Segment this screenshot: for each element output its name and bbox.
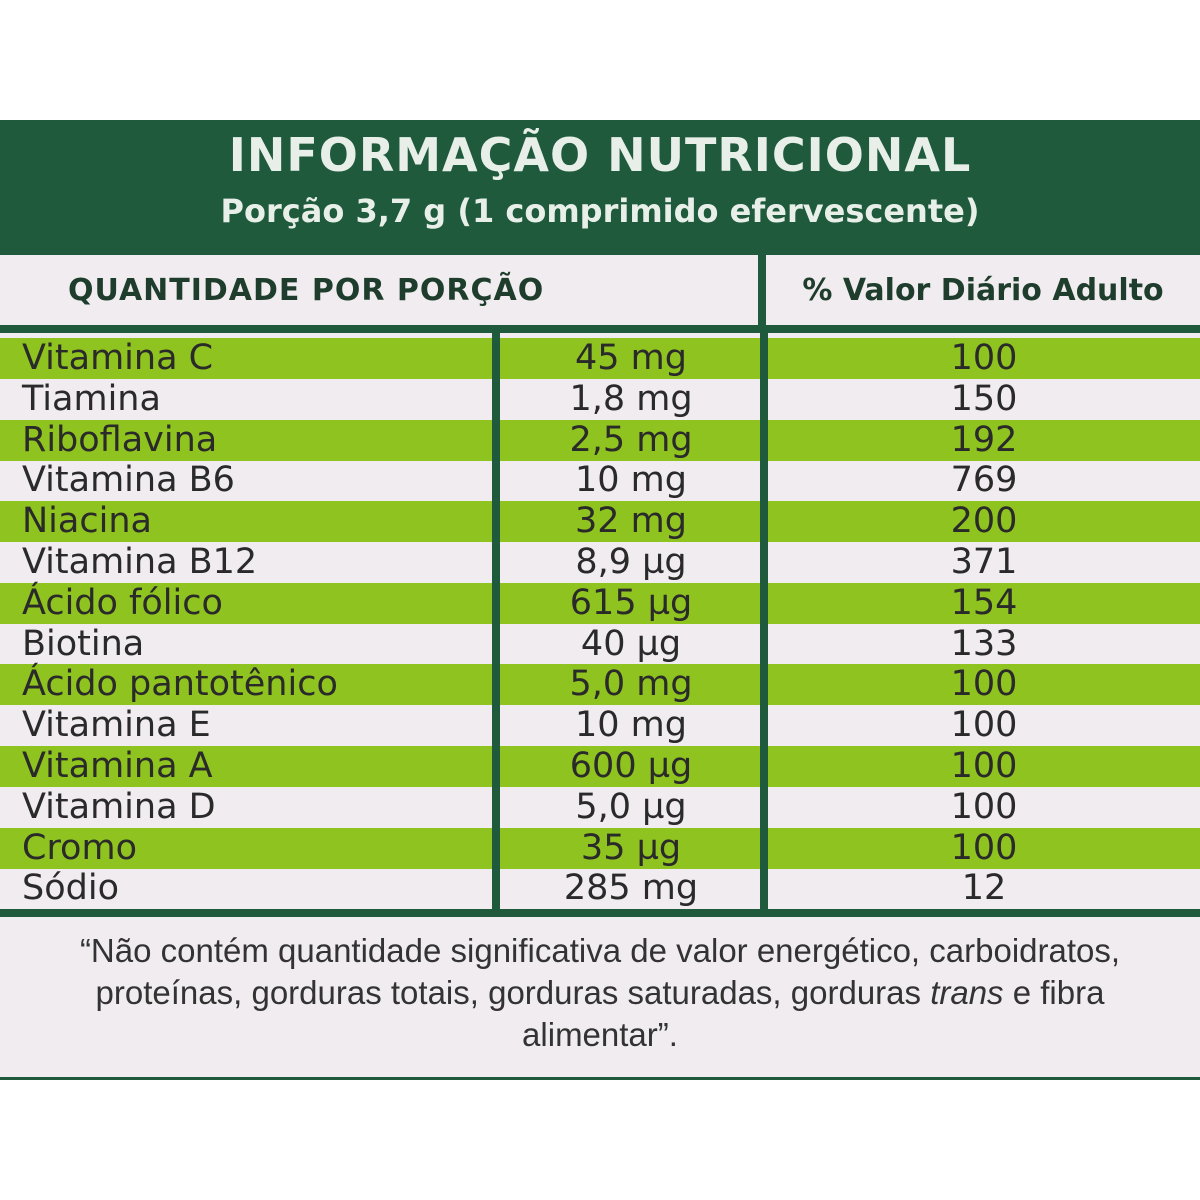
- row-highlight: [500, 664, 760, 706]
- nutrient-amount: 600 µg: [569, 746, 693, 786]
- table-row: Riboflavina 2,5 mg 192: [0, 419, 1200, 461]
- nutrient-daily-value: 12: [961, 868, 1007, 909]
- nutrient-daily-value: 100: [950, 786, 1018, 827]
- nutrient-daily-value: 769: [950, 460, 1018, 501]
- nutrient-daily-value: 192: [950, 419, 1018, 460]
- column-header-daily-value: % Valor Diário Adulto: [766, 255, 1200, 325]
- row-highlight: [500, 827, 760, 869]
- table-row: Vitamina C 45 mg 100: [0, 338, 1200, 379]
- nutrient-daily-value: 100: [950, 338, 1018, 378]
- page-title: INFORMAÇÃO NUTRICIONAL: [228, 128, 972, 182]
- row-highlight: [768, 827, 1200, 869]
- nutrient-daily-value: 100: [950, 705, 1018, 746]
- nutrient-amount: 285 mg: [563, 868, 699, 909]
- footnote-text: “Não contém quantidade significativa de …: [79, 932, 1121, 1011]
- footnote-box: [0, 917, 1200, 1077]
- column-header-quantity: QUANTIDADE POR PORÇÃO: [0, 255, 758, 325]
- nutrient-amount: 32 mg: [575, 501, 687, 542]
- nutrient-amount: 10 mg: [575, 460, 687, 501]
- row-highlight: [500, 419, 760, 461]
- table-row: Niacina 32 mg 200: [0, 501, 1200, 543]
- nutrient-daily-value: 133: [950, 623, 1018, 664]
- nutrient-name: Cromo: [22, 827, 137, 868]
- footnote: “Não contém quantidade significativa de …: [40, 930, 1160, 1056]
- row-highlight: [768, 338, 1200, 379]
- nutrient-daily-value: 100: [950, 746, 1018, 786]
- nutrient-daily-value: 154: [950, 582, 1018, 623]
- footnote-italic: trans: [930, 974, 1004, 1011]
- row-highlight: [768, 419, 1200, 461]
- row-highlight: [768, 664, 1200, 706]
- nutrient-amount: 40 µg: [580, 623, 682, 664]
- nutrient-amount: 5,0 µg: [575, 786, 687, 827]
- nutrient-name: Sódio: [22, 868, 119, 909]
- row-highlight: [500, 746, 760, 787]
- table-row: Ácido fólico 615 µg 154: [0, 582, 1200, 624]
- row-highlight: [0, 338, 492, 379]
- row-highlight: [0, 827, 492, 869]
- nutrient-name: Riboflavina: [22, 419, 218, 460]
- table-row: Tiamina 1,8 mg 150: [0, 379, 1200, 420]
- table-row: Vitamina A 600 µg 100: [0, 746, 1200, 787]
- nutrient-amount: 10 mg: [575, 705, 687, 746]
- nutrient-amount: 5,0 mg: [569, 664, 693, 705]
- nutrient-daily-value: 100: [950, 664, 1018, 705]
- nutrient-amount: 8,9 µg: [575, 542, 687, 582]
- table-row: Vitamina B6 10 mg 769: [0, 460, 1200, 501]
- nutrient-name: Biotina: [22, 623, 145, 664]
- table-row: Vitamina D 5,0 µg 100: [0, 787, 1200, 828]
- footnote-end: e fibra alimentar”.: [522, 974, 1105, 1053]
- table-row: Sódio 285 mg 12: [0, 868, 1200, 909]
- nutrient-name: Vitamina A: [22, 746, 213, 786]
- nutrient-name: Ácido fólico: [22, 582, 223, 623]
- nutrient-daily-value: 100: [950, 827, 1018, 868]
- nutrient-name: Vitamina B12: [22, 542, 258, 582]
- table-row: Vitamina E 10 mg 100: [0, 705, 1200, 746]
- header-divider: [0, 325, 1200, 333]
- row-highlight: [0, 664, 492, 706]
- nutrient-daily-value: 150: [950, 378, 1018, 419]
- serving-size: Porção 3,7 g (1 comprimido efervescente): [220, 192, 980, 230]
- table-row: Biotina 40 µg 133: [0, 624, 1200, 665]
- nutrient-daily-value: 371: [950, 542, 1018, 582]
- nutrient-name: Vitamina C: [22, 338, 214, 378]
- row-highlight: [768, 501, 1200, 543]
- nutrient-name: Vitamina D: [22, 786, 216, 827]
- row-highlight: [500, 501, 760, 543]
- table-row: Cromo 35 µg 100: [0, 827, 1200, 869]
- column-divider-2: [760, 333, 768, 913]
- nutrient-name: Ácido pantotênico: [22, 664, 338, 705]
- row-highlight: [0, 419, 492, 461]
- row-highlight: [0, 582, 492, 624]
- nutrient-name: Vitamina B6: [22, 460, 235, 501]
- row-highlight: [500, 582, 760, 624]
- nutrient-daily-value: 200: [950, 501, 1018, 542]
- table-row: Vitamina B12 8,9 µg 371: [0, 542, 1200, 583]
- nutrient-name: Niacina: [22, 501, 152, 542]
- row-highlight: [500, 338, 760, 379]
- row-highlight: [768, 746, 1200, 787]
- nutrient-name: Vitamina E: [22, 705, 211, 746]
- row-highlight: [768, 582, 1200, 624]
- table-bottom-divider: [0, 909, 1200, 917]
- nutrient-amount: 35 µg: [580, 827, 682, 868]
- header-column-divider: [758, 255, 766, 333]
- column-divider-1: [492, 333, 500, 913]
- nutrient-amount: 45 mg: [575, 338, 687, 378]
- table-row: Ácido pantotênico 5,0 mg 100: [0, 664, 1200, 706]
- row-highlight: [0, 501, 492, 543]
- row-highlight: [0, 746, 492, 787]
- nutrient-amount: 615 µg: [569, 582, 693, 623]
- nutrient-amount: 1,8 mg: [569, 378, 693, 419]
- nutrient-amount: 2,5 mg: [569, 419, 693, 460]
- nutrient-name: Tiamina: [22, 378, 161, 419]
